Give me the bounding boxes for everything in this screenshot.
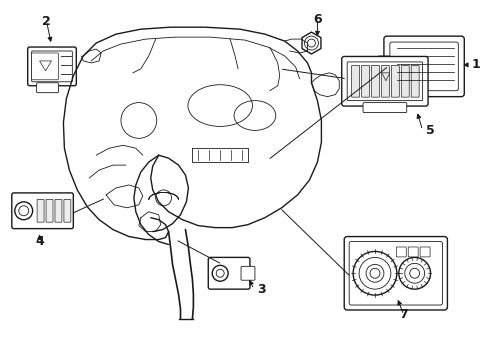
Text: 1: 1 (471, 58, 480, 71)
FancyBboxPatch shape (37, 199, 44, 222)
FancyBboxPatch shape (12, 193, 73, 229)
Text: 5: 5 (426, 124, 434, 137)
FancyBboxPatch shape (361, 66, 369, 97)
FancyBboxPatch shape (383, 36, 463, 96)
Text: 6: 6 (312, 13, 321, 26)
FancyBboxPatch shape (395, 247, 406, 257)
Text: 2: 2 (42, 15, 51, 28)
FancyBboxPatch shape (55, 199, 62, 222)
FancyBboxPatch shape (208, 257, 249, 289)
Text: 3: 3 (257, 283, 265, 296)
FancyBboxPatch shape (348, 242, 442, 305)
FancyBboxPatch shape (32, 53, 59, 80)
FancyBboxPatch shape (389, 42, 457, 91)
FancyBboxPatch shape (28, 47, 76, 86)
FancyBboxPatch shape (410, 66, 418, 97)
FancyBboxPatch shape (419, 247, 429, 257)
FancyBboxPatch shape (401, 66, 408, 97)
Text: 7: 7 (399, 309, 407, 321)
FancyBboxPatch shape (362, 103, 406, 113)
FancyBboxPatch shape (341, 57, 427, 106)
FancyBboxPatch shape (351, 66, 359, 97)
FancyBboxPatch shape (64, 199, 71, 222)
FancyBboxPatch shape (344, 237, 447, 310)
FancyBboxPatch shape (32, 51, 72, 82)
FancyBboxPatch shape (241, 266, 254, 280)
FancyBboxPatch shape (407, 247, 417, 257)
FancyBboxPatch shape (346, 62, 422, 100)
FancyBboxPatch shape (381, 66, 388, 97)
FancyBboxPatch shape (46, 199, 53, 222)
FancyBboxPatch shape (37, 83, 59, 93)
FancyBboxPatch shape (371, 66, 379, 97)
FancyBboxPatch shape (390, 66, 399, 97)
FancyBboxPatch shape (377, 56, 389, 76)
Text: 4: 4 (35, 235, 44, 248)
